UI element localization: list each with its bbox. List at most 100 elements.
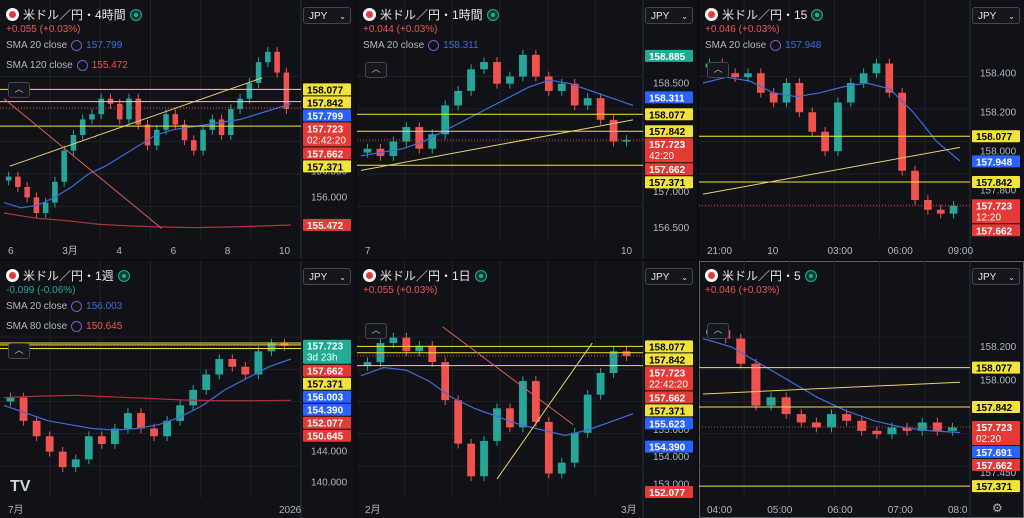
chart-title[interactable]: 米ドル／円・1日 bbox=[363, 267, 487, 284]
indicator-legend[interactable]: SMA 20 close 157.799 bbox=[6, 40, 122, 51]
us-flag-icon bbox=[705, 269, 718, 282]
y-tick-label: 156.000 bbox=[311, 192, 348, 203]
chart-title[interactable]: 米ドル／円・1週 bbox=[6, 267, 130, 284]
indicator-legend[interactable]: SMA 20 close 158.311 bbox=[363, 40, 479, 51]
price-label: 156.003 bbox=[307, 393, 344, 404]
price-label-countdown: 02:42:20 bbox=[307, 135, 346, 146]
us-flag-icon bbox=[6, 8, 19, 21]
indicator-settings-icon[interactable] bbox=[76, 60, 88, 71]
indicator-legend[interactable]: SMA 80 close 150.645 bbox=[6, 321, 122, 332]
indicator-settings-icon[interactable] bbox=[428, 40, 440, 51]
price-label-countdown: 22:42:20 bbox=[649, 379, 688, 390]
chart-title[interactable]: 米ドル／円・5 bbox=[705, 267, 817, 284]
collapse-legend-button[interactable]: ︿ bbox=[707, 62, 729, 78]
chart-title[interactable]: 米ドル／円・4時間 bbox=[6, 6, 142, 23]
price-label-box bbox=[972, 155, 1020, 168]
indicator-settings-icon[interactable] bbox=[770, 40, 782, 51]
x-tick-label: 10 bbox=[621, 246, 633, 257]
collapse-legend-button[interactable]: ︿ bbox=[365, 323, 387, 339]
candle-body bbox=[506, 76, 514, 84]
candle-body bbox=[267, 343, 276, 352]
symbol-interval-label: 米ドル／円・1日 bbox=[380, 269, 471, 283]
price-label: 157.662 bbox=[976, 461, 1013, 472]
price-label: 157.662 bbox=[307, 149, 344, 160]
candle-body bbox=[415, 127, 424, 149]
price-label: 157.723 bbox=[307, 124, 344, 135]
chart-panel-1[interactable]: 156.500156.000158.077157.842157.799157.7… bbox=[0, 0, 355, 259]
candle-body bbox=[796, 414, 806, 423]
price-label: 157.371 bbox=[649, 406, 686, 417]
chart-svg: 155.000 154.000 153.000 158.077 157.842 157.7… bbox=[357, 261, 693, 518]
chart-panel-5[interactable]: 155.000 154.000 153.000 158.077 157.842 157.7… bbox=[357, 261, 697, 518]
collapse-legend-button[interactable]: ︿ bbox=[707, 323, 729, 339]
candle-body bbox=[58, 451, 67, 468]
candle-body bbox=[917, 422, 927, 431]
price-label: 157.842 bbox=[976, 178, 1013, 189]
x-tick-label: 06:00 bbox=[888, 246, 913, 257]
candle-body bbox=[493, 408, 501, 441]
price-label-box bbox=[303, 339, 351, 364]
collapse-legend-button[interactable]: ︿ bbox=[365, 62, 387, 78]
price-label-box bbox=[645, 391, 693, 404]
chevron-down-icon: ⌄ bbox=[339, 12, 346, 21]
indicator-label: SMA 120 close bbox=[6, 60, 73, 71]
indicator-label: SMA 20 close bbox=[6, 40, 68, 51]
price-label-countdown: 12:20 bbox=[976, 212, 1001, 223]
trendline bbox=[702, 146, 961, 195]
price-label: 150.645 bbox=[307, 432, 344, 443]
currency-select[interactable]: JPY ⌄ bbox=[303, 268, 351, 285]
candle-body bbox=[872, 430, 882, 435]
market-status-icon bbox=[811, 8, 824, 21]
chart-title[interactable]: 米ドル／円・1時間 bbox=[363, 6, 499, 23]
candle-body bbox=[859, 73, 868, 83]
currency-select[interactable]: JPY ⌄ bbox=[645, 7, 693, 24]
y-tick-label: 158.000 bbox=[980, 376, 1017, 387]
indicator-settings-icon[interactable] bbox=[71, 321, 83, 332]
price-label-box bbox=[303, 416, 351, 429]
price-label-box bbox=[303, 218, 351, 231]
chevron-down-icon: ⌄ bbox=[681, 12, 688, 21]
currency-select[interactable]: JPY ⌄ bbox=[972, 7, 1020, 24]
indicator-settings-icon[interactable] bbox=[71, 301, 83, 312]
candle-body bbox=[246, 83, 253, 99]
indicator-legend[interactable]: SMA 120 close 155.472 bbox=[6, 60, 128, 71]
chart-panel-4[interactable]: 144.000 140.000 157.723 3d 23h 157.662 157.37… bbox=[0, 261, 355, 518]
sma-line bbox=[360, 79, 634, 157]
indicator-settings-icon[interactable] bbox=[71, 40, 83, 51]
price-label-box bbox=[645, 417, 693, 430]
currency-select[interactable]: JPY ⌄ bbox=[645, 268, 693, 285]
us-flag-icon bbox=[363, 269, 376, 282]
price-label: 157.723 bbox=[976, 423, 1013, 434]
candle-body bbox=[71, 459, 80, 468]
price-label-box bbox=[303, 403, 351, 416]
candle-body bbox=[480, 62, 488, 70]
collapse-legend-button[interactable]: ︿ bbox=[8, 343, 30, 359]
chart-panel-3[interactable]: 158.400 158.200 158.000 157.800 158.077 157.9… bbox=[699, 0, 1024, 259]
indicator-legend[interactable]: SMA 20 close 156.003 bbox=[6, 301, 122, 312]
candle-body bbox=[936, 209, 945, 214]
market-status-icon bbox=[474, 269, 487, 282]
symbol-interval-label: 米ドル／円・1週 bbox=[23, 269, 114, 283]
x-tick-label: 2月 bbox=[365, 504, 381, 516]
gear-icon[interactable]: ⚙ bbox=[992, 501, 1003, 515]
price-label-box bbox=[645, 440, 693, 453]
chart-panel-2[interactable]: 158.500 157.000 156.500 158.885 158.311 158.0… bbox=[357, 0, 697, 259]
indicator-legend[interactable]: SMA 20 close 157.948 bbox=[705, 40, 821, 51]
chart-title[interactable]: 米ドル／円・15 bbox=[705, 6, 824, 23]
collapse-legend-button[interactable]: ︿ bbox=[8, 82, 30, 98]
price-label-box bbox=[303, 390, 351, 403]
price-label: 158.311 bbox=[649, 93, 685, 104]
market-status-icon bbox=[117, 269, 130, 282]
price-label-box bbox=[972, 224, 1020, 237]
candle-body bbox=[110, 428, 119, 444]
x-tick-label: 06:00 bbox=[828, 505, 853, 516]
candle-body bbox=[766, 397, 776, 406]
price-label-box bbox=[645, 176, 693, 189]
currency-select[interactable]: JPY ⌄ bbox=[972, 268, 1020, 285]
candle-body bbox=[176, 405, 185, 421]
x-tick-label: 09:00 bbox=[948, 246, 973, 257]
currency-select[interactable]: JPY ⌄ bbox=[303, 7, 351, 24]
candle-body bbox=[218, 119, 225, 135]
chart-panel-6[interactable]: 158.200 158.000 157.450 158.077 157.842 157.7… bbox=[699, 261, 1024, 518]
currency-value: JPY bbox=[651, 11, 670, 22]
